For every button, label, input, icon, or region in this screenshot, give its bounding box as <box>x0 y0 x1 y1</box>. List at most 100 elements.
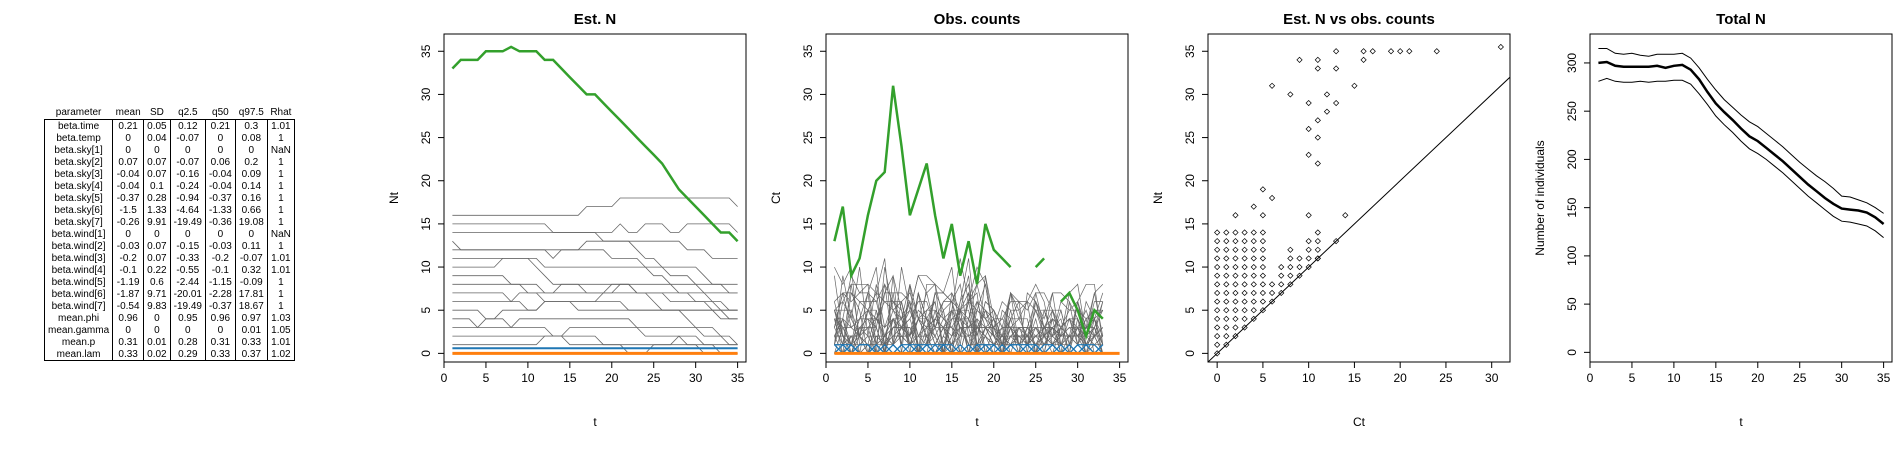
parameter-value-cell: -0.04 <box>204 168 236 180</box>
parameter-value-cell: 0 <box>204 324 236 336</box>
parameter-table-header-row: parameter mean SD q2.5 q50 q97.5 Rhat <box>45 106 295 120</box>
highlight-series-line <box>451 45 739 243</box>
parameter-value-cell: -0.15 <box>169 240 206 252</box>
scatter-point <box>1259 272 1267 279</box>
scatter-point <box>1223 238 1230 245</box>
parameter-value-cell: 1.03 <box>266 312 295 324</box>
scatter-point <box>1314 229 1321 236</box>
scatter-point <box>1287 246 1294 253</box>
y-tick-label: 35 <box>1183 44 1197 58</box>
x-tick-label: 5 <box>1260 371 1267 385</box>
parameter-value-cell: -0.1 <box>204 264 236 276</box>
x-axis-label: Ct <box>1353 415 1366 429</box>
parameter-table-body: beta.time 0.21 0.05 0.12 0.21 0.3 1.01 beta.tem… <box>43 119 295 361</box>
scatter-point <box>1241 281 1248 288</box>
x-tick-label: 25 <box>1793 371 1807 385</box>
parameter-value-cell: 0.33 <box>234 336 268 348</box>
parameter-value-cell: 0.21 <box>112 119 144 132</box>
scatter-point <box>1268 82 1276 89</box>
highlight-series-line <box>833 85 1012 285</box>
y-tick-label: 10 <box>1183 260 1197 274</box>
parameter-value-cell: 0.07 <box>143 168 171 180</box>
parameter-value-cell: -0.2 <box>112 252 144 264</box>
scatter-point <box>1214 315 1221 322</box>
parameter-value-cell: 1 <box>266 276 295 288</box>
parameter-value-cell: -4.64 <box>169 204 206 216</box>
x-tick-label: 5 <box>865 371 872 385</box>
scatter-point <box>1241 307 1248 314</box>
y-tick-label: 5 <box>419 307 433 314</box>
scatter-point <box>1214 263 1221 271</box>
parameter-value-cell: 0.01 <box>143 336 171 348</box>
scatter-point <box>1259 229 1267 236</box>
scatter-point <box>1497 43 1504 51</box>
parameter-value-cell: -0.1 <box>112 264 144 276</box>
x-tick-label: 30 <box>689 371 703 385</box>
scatter-point <box>1232 289 1239 297</box>
scatter-point <box>1241 255 1248 262</box>
scatter-point <box>1223 229 1230 236</box>
scatter-point <box>1314 255 1321 262</box>
table-row: beta.sky[3] -0.04 0.07 -0.16 -0.04 0.09 1 <box>43 168 295 180</box>
parameter-value-cell: 0.11 <box>234 240 268 252</box>
parameter-value-cell: 1.02 <box>266 348 295 361</box>
scatter-point <box>1223 255 1230 262</box>
parameter-value-cell: 0 <box>169 228 206 240</box>
parameter-value-cell: 9.91 <box>143 216 171 228</box>
individual-trajectory <box>452 223 738 233</box>
scatter-point <box>1232 324 1239 331</box>
parameter-value-cell: 0.02 <box>143 348 171 361</box>
scatter-point <box>1305 125 1312 133</box>
scatter-point <box>1314 160 1321 167</box>
parameter-value-cell: 0.22 <box>143 264 171 276</box>
parameter-value-cell: 18.67 <box>234 300 268 312</box>
table-row: mean.p 0.31 0.01 0.28 0.31 0.33 1.01 <box>43 336 295 348</box>
scatter-point <box>1250 272 1257 279</box>
total-n-interval-line <box>1598 48 1884 214</box>
parameter-value-cell: NaN <box>266 228 295 240</box>
individual-trajectory <box>452 249 738 294</box>
parameter-value-cell: 0.31 <box>204 336 236 348</box>
parameter-value-cell: 1.05 <box>266 324 295 336</box>
scatter-point <box>1333 99 1340 107</box>
scatter-point <box>1259 238 1267 245</box>
scatter-point <box>1314 56 1321 63</box>
parameter-name-cell: beta.wind[7] <box>43 300 113 312</box>
scatter-point <box>1323 91 1331 98</box>
scatter-point <box>1214 238 1221 245</box>
table-row: mean.lam 0.33 0.02 0.29 0.33 0.37 1.02 <box>43 348 295 361</box>
table-row: beta.sky[7] -0.26 9.91 -19.49 -0.36 19.08 1 <box>43 216 295 228</box>
x-tick-label: 5 <box>1629 371 1636 385</box>
scatter-point <box>1259 255 1267 262</box>
highlight-series-line <box>1060 290 1104 341</box>
scatter-point <box>1259 289 1267 297</box>
table-header-cell: q97.5 <box>238 107 264 118</box>
x-tick-label: 10 <box>1667 371 1681 385</box>
scatter-point <box>1223 333 1230 340</box>
y-tick-label: 25 <box>419 131 433 145</box>
scatter-point <box>1241 289 1248 297</box>
parameter-value-cell: 0.04 <box>143 132 171 144</box>
low-count-trajectory <box>834 343 1104 355</box>
parameter-table-head: parameter mean SD q2.5 q50 q97.5 Rhat <box>45 106 295 120</box>
y-tick-label: 200 <box>1565 149 1579 169</box>
x-tick-label: 25 <box>1439 371 1453 385</box>
x-tick-label: 10 <box>903 371 917 385</box>
parameter-value-cell: 1.01 <box>266 119 295 132</box>
scatter-point <box>1259 212 1267 219</box>
chart-title: Est. N <box>574 11 617 28</box>
parameter-value-cell: -0.07 <box>234 252 268 264</box>
parameter-value-cell: 0.96 <box>112 312 144 324</box>
parameter-value-cell: -0.16 <box>169 168 206 180</box>
scatter-point <box>1259 307 1267 314</box>
scatter-point <box>1250 298 1257 305</box>
scatter-point <box>1232 229 1239 236</box>
plot-frame <box>1207 33 1511 363</box>
parameter-value-cell: 1.01 <box>266 252 295 264</box>
scatter-point <box>1278 289 1285 297</box>
scatter-point <box>1232 298 1239 305</box>
y-tick-label: 20 <box>419 174 433 188</box>
scatter-point <box>1296 272 1303 279</box>
plot-area <box>833 85 1120 355</box>
parameter-value-cell: 1 <box>266 288 295 300</box>
